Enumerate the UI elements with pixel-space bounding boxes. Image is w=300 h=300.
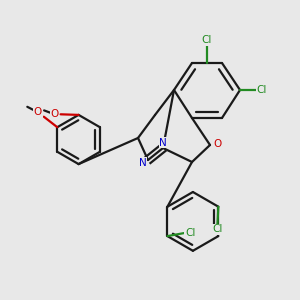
Text: N: N [159,138,167,148]
Text: O: O [34,107,42,117]
Text: Cl: Cl [257,85,267,95]
Text: O: O [50,109,59,119]
Text: Cl: Cl [212,224,223,234]
Text: N: N [139,158,146,168]
Text: Cl: Cl [202,35,212,45]
Text: Cl: Cl [185,228,195,238]
Text: O: O [213,139,222,149]
